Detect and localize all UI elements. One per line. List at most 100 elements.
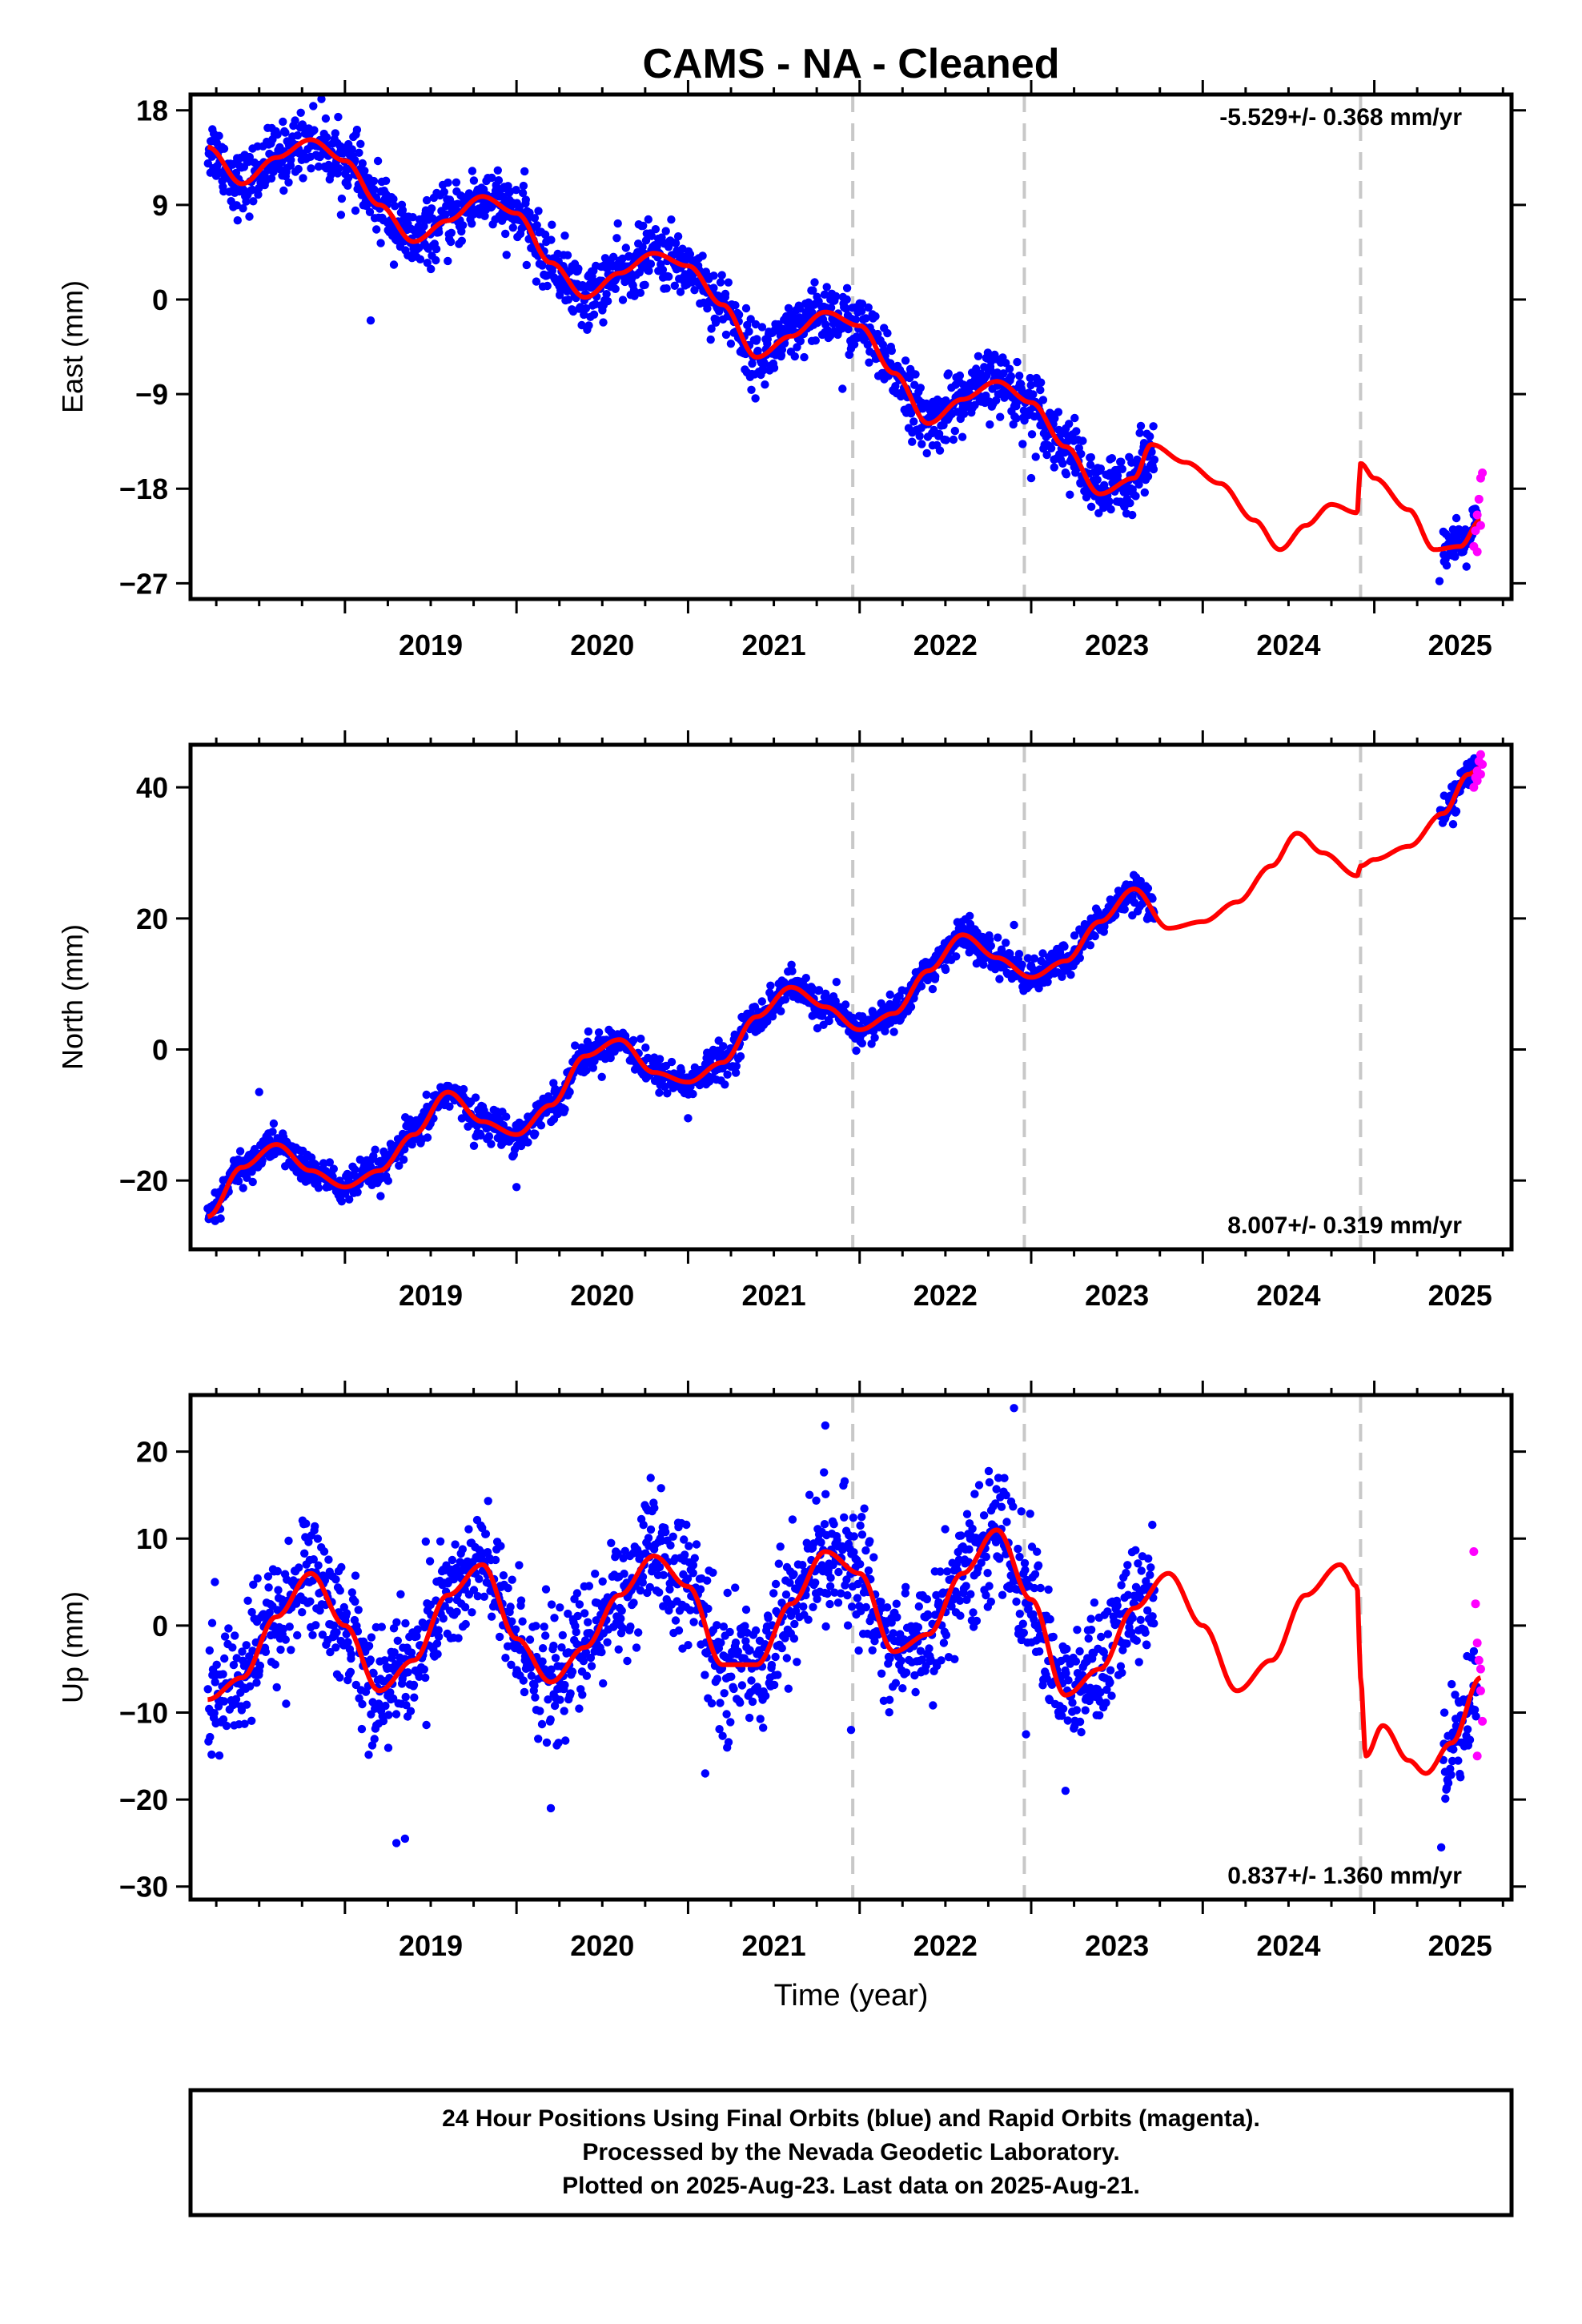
east-final-point — [1002, 359, 1010, 368]
north-final-point — [1030, 954, 1039, 963]
north-rapid-point — [1476, 750, 1485, 759]
up-final-point — [761, 1691, 770, 1700]
east-final-point — [373, 156, 383, 166]
up-final-point — [487, 1612, 496, 1621]
up-final-point — [685, 1606, 695, 1614]
east-final-point — [219, 144, 229, 153]
up-final-point — [741, 1605, 751, 1614]
east-final-point — [245, 152, 254, 162]
east-final-point — [751, 394, 760, 403]
east-final-point — [310, 126, 319, 135]
east-final-point — [1442, 561, 1452, 570]
up-final-point — [597, 1647, 606, 1657]
east-final-point — [1140, 488, 1150, 497]
up-final-point — [799, 1602, 808, 1611]
east-final-point — [1027, 430, 1037, 439]
east-final-point — [281, 128, 290, 137]
north-final-point — [731, 1068, 741, 1077]
east-final-point — [861, 314, 870, 323]
north-final-point — [1090, 931, 1099, 941]
east-final-point — [1086, 460, 1095, 469]
up-final-point — [826, 1574, 835, 1582]
east-final-point — [232, 201, 241, 210]
east-frame — [188, 92, 1514, 601]
up-final-point — [276, 1645, 285, 1655]
east-x-tick-label: 2025 — [1428, 629, 1492, 661]
up-final-point — [313, 1534, 323, 1543]
up-final-point — [914, 1602, 924, 1611]
north-final-point — [560, 1105, 569, 1114]
north-final-point — [307, 1153, 316, 1162]
up-final-point — [527, 1671, 536, 1680]
up-final-point — [384, 1711, 393, 1719]
north-final-point — [243, 1173, 251, 1183]
east-final-point — [1072, 427, 1081, 436]
up-final-point — [575, 1600, 584, 1609]
east-final-point — [351, 156, 359, 165]
east-final-point — [1135, 428, 1144, 437]
up-final-point — [311, 1621, 320, 1630]
up-final-point — [885, 1654, 894, 1663]
east-final-point — [247, 185, 257, 195]
east-final-point — [784, 304, 793, 312]
north-final-point — [655, 1055, 665, 1063]
east-final-point — [959, 409, 969, 418]
east-x-tick-label: 2024 — [1256, 629, 1320, 661]
up-final-point — [572, 1589, 582, 1598]
east-final-point — [279, 117, 287, 127]
up-final-point — [869, 1553, 878, 1562]
up-final-point — [887, 1618, 896, 1627]
north-final-point — [801, 974, 810, 983]
up-final-point — [838, 1546, 847, 1554]
up-final-point — [620, 1570, 628, 1578]
north-final-outlier — [512, 1183, 521, 1192]
up-final-point — [733, 1647, 742, 1656]
up-final-point — [206, 1732, 215, 1742]
east-final-point — [1093, 475, 1102, 485]
up-final-point — [264, 1583, 273, 1592]
north-final-point — [917, 982, 926, 991]
east-final-point — [1042, 450, 1051, 460]
east-final-point — [563, 251, 572, 259]
up-final-point — [315, 1606, 324, 1615]
north-final-point — [337, 1197, 346, 1206]
east-final-point — [547, 235, 556, 244]
east-final-point — [734, 310, 744, 320]
north-final-point — [524, 1138, 532, 1147]
east-final-point — [826, 304, 836, 312]
up-final-point — [911, 1687, 920, 1697]
north-final-point — [469, 1141, 479, 1151]
up-final-point — [962, 1582, 970, 1590]
east-final-point — [356, 139, 365, 148]
north-final-point — [445, 1102, 454, 1112]
east-final-point — [996, 412, 1005, 421]
east-final-outlier — [915, 432, 924, 440]
east-final-point — [1077, 449, 1086, 458]
up-final-point — [877, 1669, 886, 1678]
east-y-tick-label: −9 — [135, 378, 168, 411]
up-final-point — [211, 1578, 219, 1586]
east-final-point — [358, 159, 367, 168]
east-final-point — [1452, 513, 1461, 523]
up-final-point — [764, 1614, 773, 1622]
up-final-point — [211, 1678, 219, 1687]
up-final-point — [531, 1693, 540, 1702]
east-final-point — [574, 264, 583, 273]
up-final-point — [937, 1656, 946, 1665]
up-final-point — [566, 1689, 575, 1698]
up-final-point — [616, 1614, 625, 1623]
up-final-point — [557, 1643, 566, 1652]
east-rapid-point — [1472, 547, 1482, 557]
east-final-point — [851, 315, 861, 324]
north-final-point — [606, 1053, 615, 1063]
up-final-point — [508, 1575, 516, 1584]
east-panel: 2019 2020 2021 2022 2023 2024 20251890−9−18−27… — [56, 80, 1526, 661]
east-final-point — [746, 315, 755, 324]
up-final-point — [481, 1530, 491, 1538]
up-final-point — [639, 1521, 648, 1530]
up-final-point — [722, 1710, 731, 1719]
up-final-point — [560, 1707, 568, 1715]
up-final-point — [634, 1628, 643, 1637]
east-final-point — [334, 112, 343, 122]
east-final-point — [901, 356, 910, 365]
